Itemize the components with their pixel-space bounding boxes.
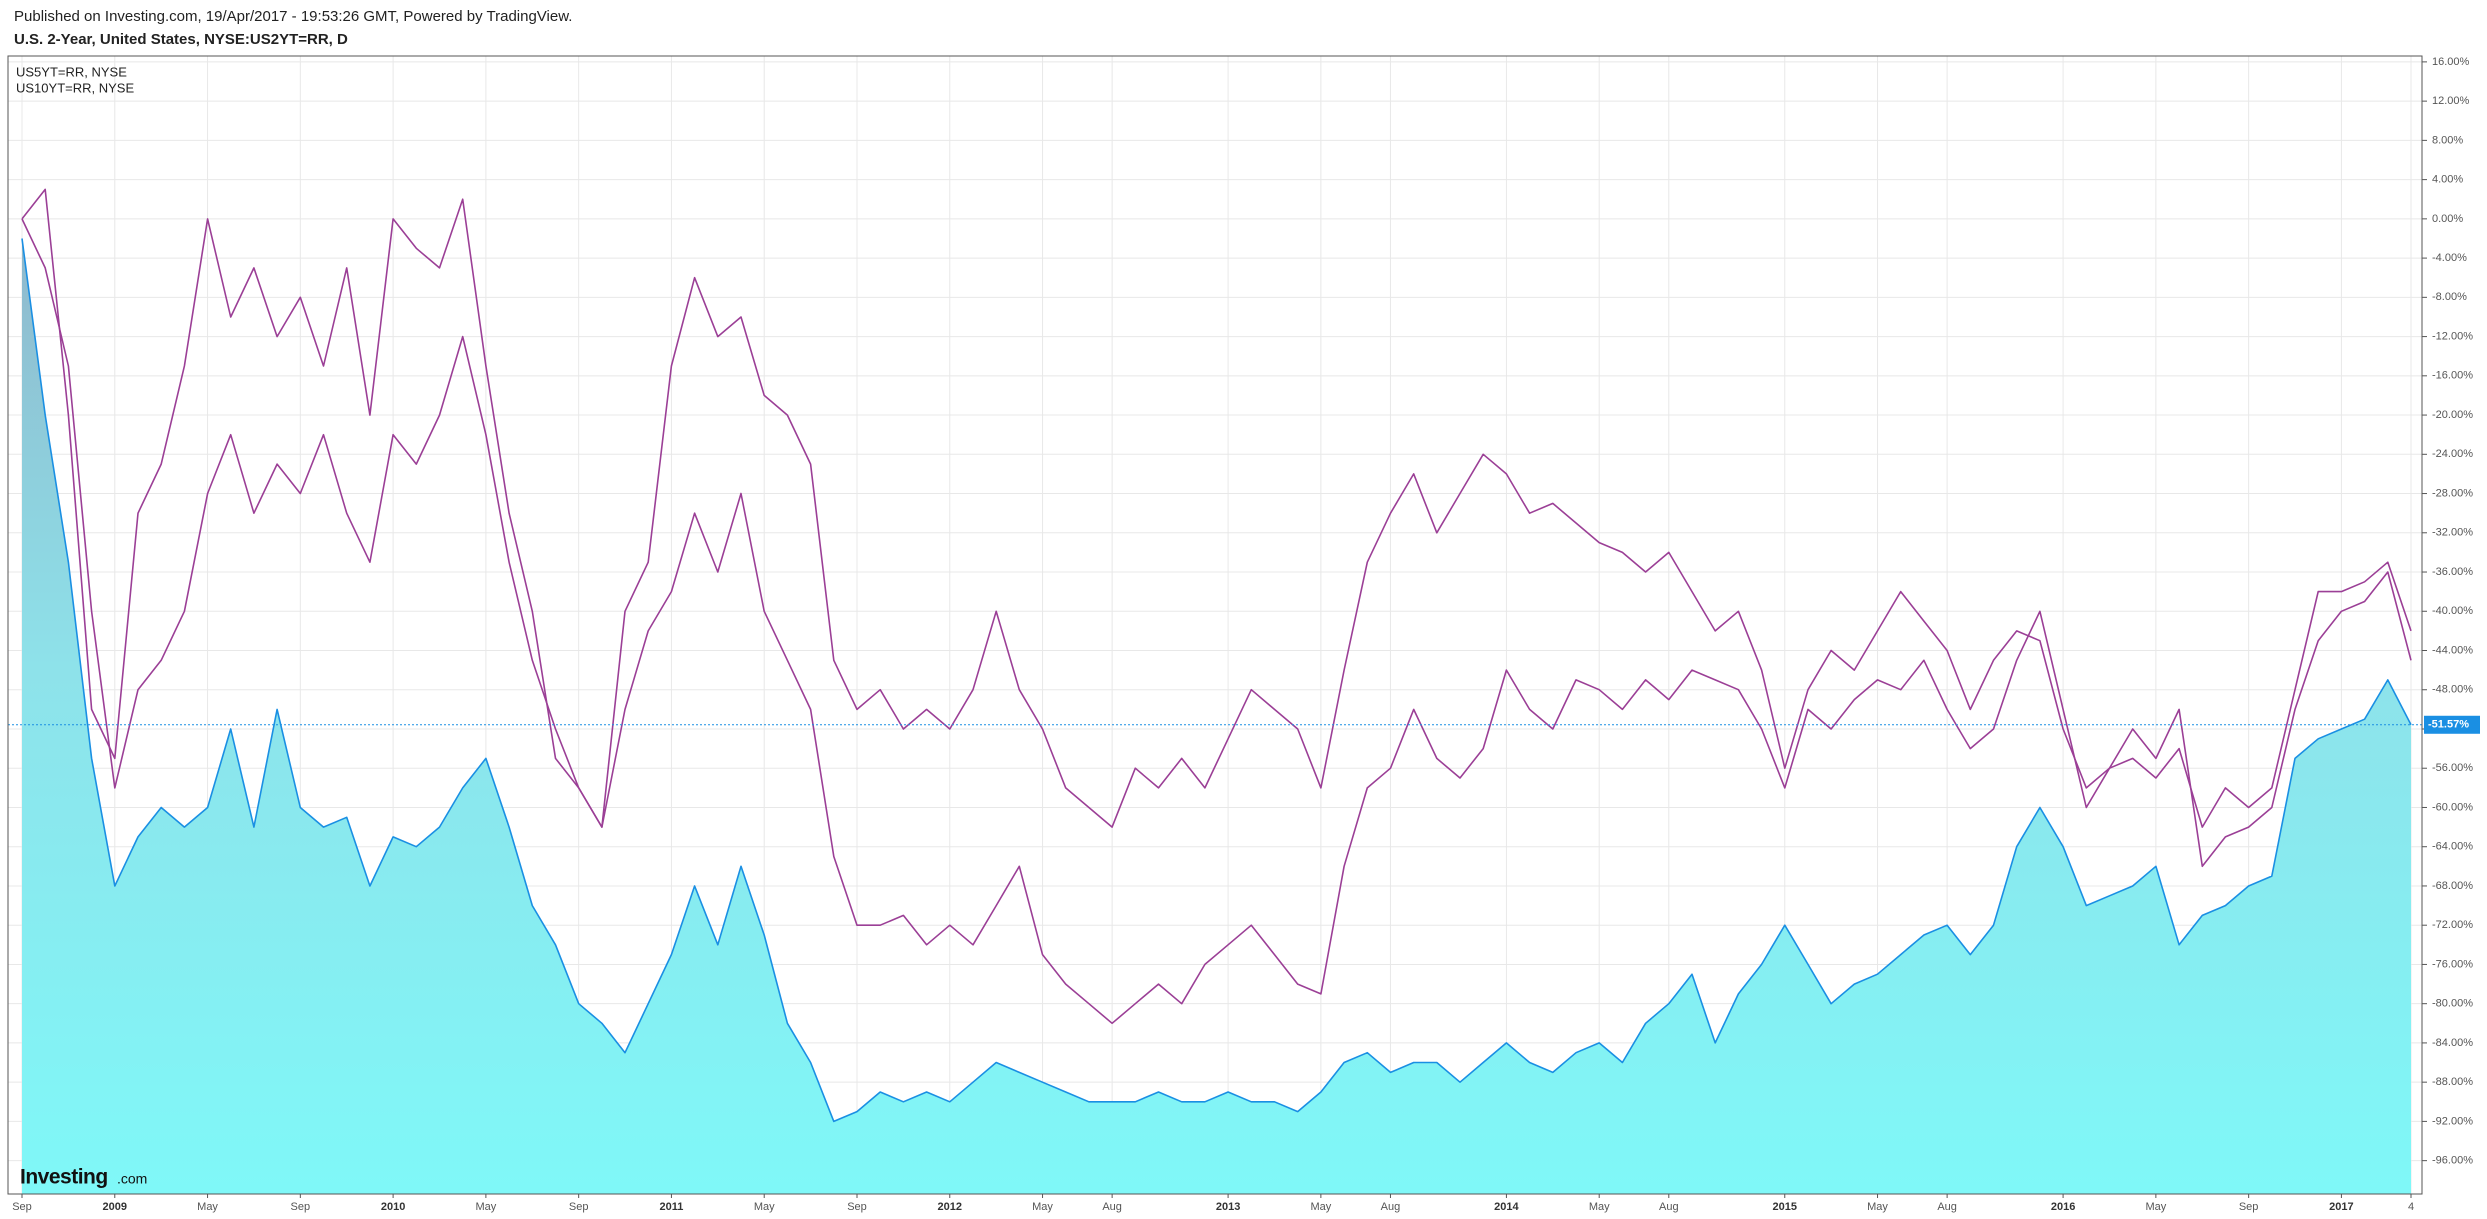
chart-title: U.S. 2-Year, United States, NYSE:US2YT=R…	[14, 31, 348, 48]
logo: Investing	[20, 1166, 108, 1189]
y-tick-label: 16.00%	[2432, 56, 2470, 68]
y-tick-label: -96.00%	[2432, 1155, 2473, 1167]
y-tick-label: -80.00%	[2432, 998, 2473, 1010]
y-tick-label: -92.00%	[2432, 1115, 2473, 1127]
y-tick-label: -48.00%	[2432, 684, 2473, 696]
x-tick-label: 2010	[381, 1201, 405, 1213]
y-tick-label: -56.00%	[2432, 762, 2473, 774]
y-tick-label: -16.00%	[2432, 370, 2473, 382]
x-tick-label: 2017	[2329, 1201, 2353, 1213]
y-tick-label: -76.00%	[2432, 958, 2473, 970]
x-tick-label: Sep	[2239, 1201, 2259, 1213]
series-line	[21, 238, 2412, 1123]
plot-frame	[7, 55, 2423, 1195]
y-tick-label: 8.00%	[2432, 134, 2463, 146]
y-tick-label: -68.00%	[2432, 880, 2473, 892]
x-tick-label: Aug	[1102, 1201, 1122, 1213]
x-tick-label: May	[197, 1201, 218, 1213]
x-tick-label: 4	[2408, 1201, 2414, 1213]
x-tick-label: 2015	[1773, 1201, 1797, 1213]
x-tick-label: May	[475, 1201, 496, 1213]
x-tick-label: Aug	[1659, 1201, 1679, 1213]
x-tick-label: 2011	[659, 1201, 683, 1213]
y-tick-label: -8.00%	[2432, 291, 2467, 303]
x-tick-label: 2013	[1216, 1201, 1240, 1213]
y-tick-label: -28.00%	[2432, 487, 2473, 499]
x-tick-label: 2016	[2051, 1201, 2075, 1213]
y-tick-label: -36.00%	[2432, 566, 2473, 578]
x-tick-label: Aug	[1937, 1201, 1957, 1213]
y-tick-label: -64.00%	[2432, 841, 2473, 853]
series-line	[21, 218, 2412, 1025]
x-tick-label: Sep	[12, 1201, 32, 1213]
area	[22, 238, 2411, 1194]
x-tick-label: May	[1867, 1201, 1888, 1213]
y-tick-label: -12.00%	[2432, 330, 2473, 342]
x-tick-label: May	[1589, 1201, 1610, 1213]
y-tick-label: -20.00%	[2432, 409, 2473, 421]
last-value-box	[2424, 715, 2480, 734]
x-tick-label: May	[1032, 1201, 1053, 1213]
y-tick-label: -24.00%	[2432, 448, 2473, 460]
last-value-label: -51.57%	[2428, 719, 2469, 731]
y-tick-label: -84.00%	[2432, 1037, 2473, 1049]
legend-entry: US5YT=RR, NYSE	[16, 64, 127, 79]
y-tick-label: -44.00%	[2432, 644, 2473, 656]
y-tick-label: -40.00%	[2432, 605, 2473, 617]
x-tick-label: May	[2145, 1201, 2166, 1213]
y-tick-label: -4.00%	[2432, 252, 2467, 264]
plot	[8, 188, 2422, 1194]
y-tick-label: -72.00%	[2432, 919, 2473, 931]
y-tick-label: 0.00%	[2432, 213, 2463, 225]
legend-entry: US10YT=RR, NYSE	[16, 80, 134, 95]
x-tick-label: Sep	[569, 1201, 589, 1213]
x-tick-label: Aug	[1381, 1201, 1401, 1213]
x-tick-label: 2012	[938, 1201, 962, 1213]
x-tick-label: Sep	[847, 1201, 867, 1213]
y-tick-label: 4.00%	[2432, 174, 2463, 186]
x-tick-label: Sep	[291, 1201, 311, 1213]
publisher-note: Published on Investing.com, 19/Apr/2017 …	[14, 8, 572, 25]
x-tick-label: May	[754, 1201, 775, 1213]
x-tick-label: May	[1310, 1201, 1331, 1213]
y-tick-label: -88.00%	[2432, 1076, 2473, 1088]
y-tick-label: 12.00%	[2432, 95, 2470, 107]
x-tick-label: 2009	[103, 1201, 127, 1213]
x-tick-label: 2014	[1494, 1201, 1519, 1213]
series-line	[21, 188, 2412, 828]
logo-suffix: .com	[117, 1171, 147, 1187]
y-tick-label: -60.00%	[2432, 801, 2473, 813]
y-tick-label: -32.00%	[2432, 527, 2473, 539]
